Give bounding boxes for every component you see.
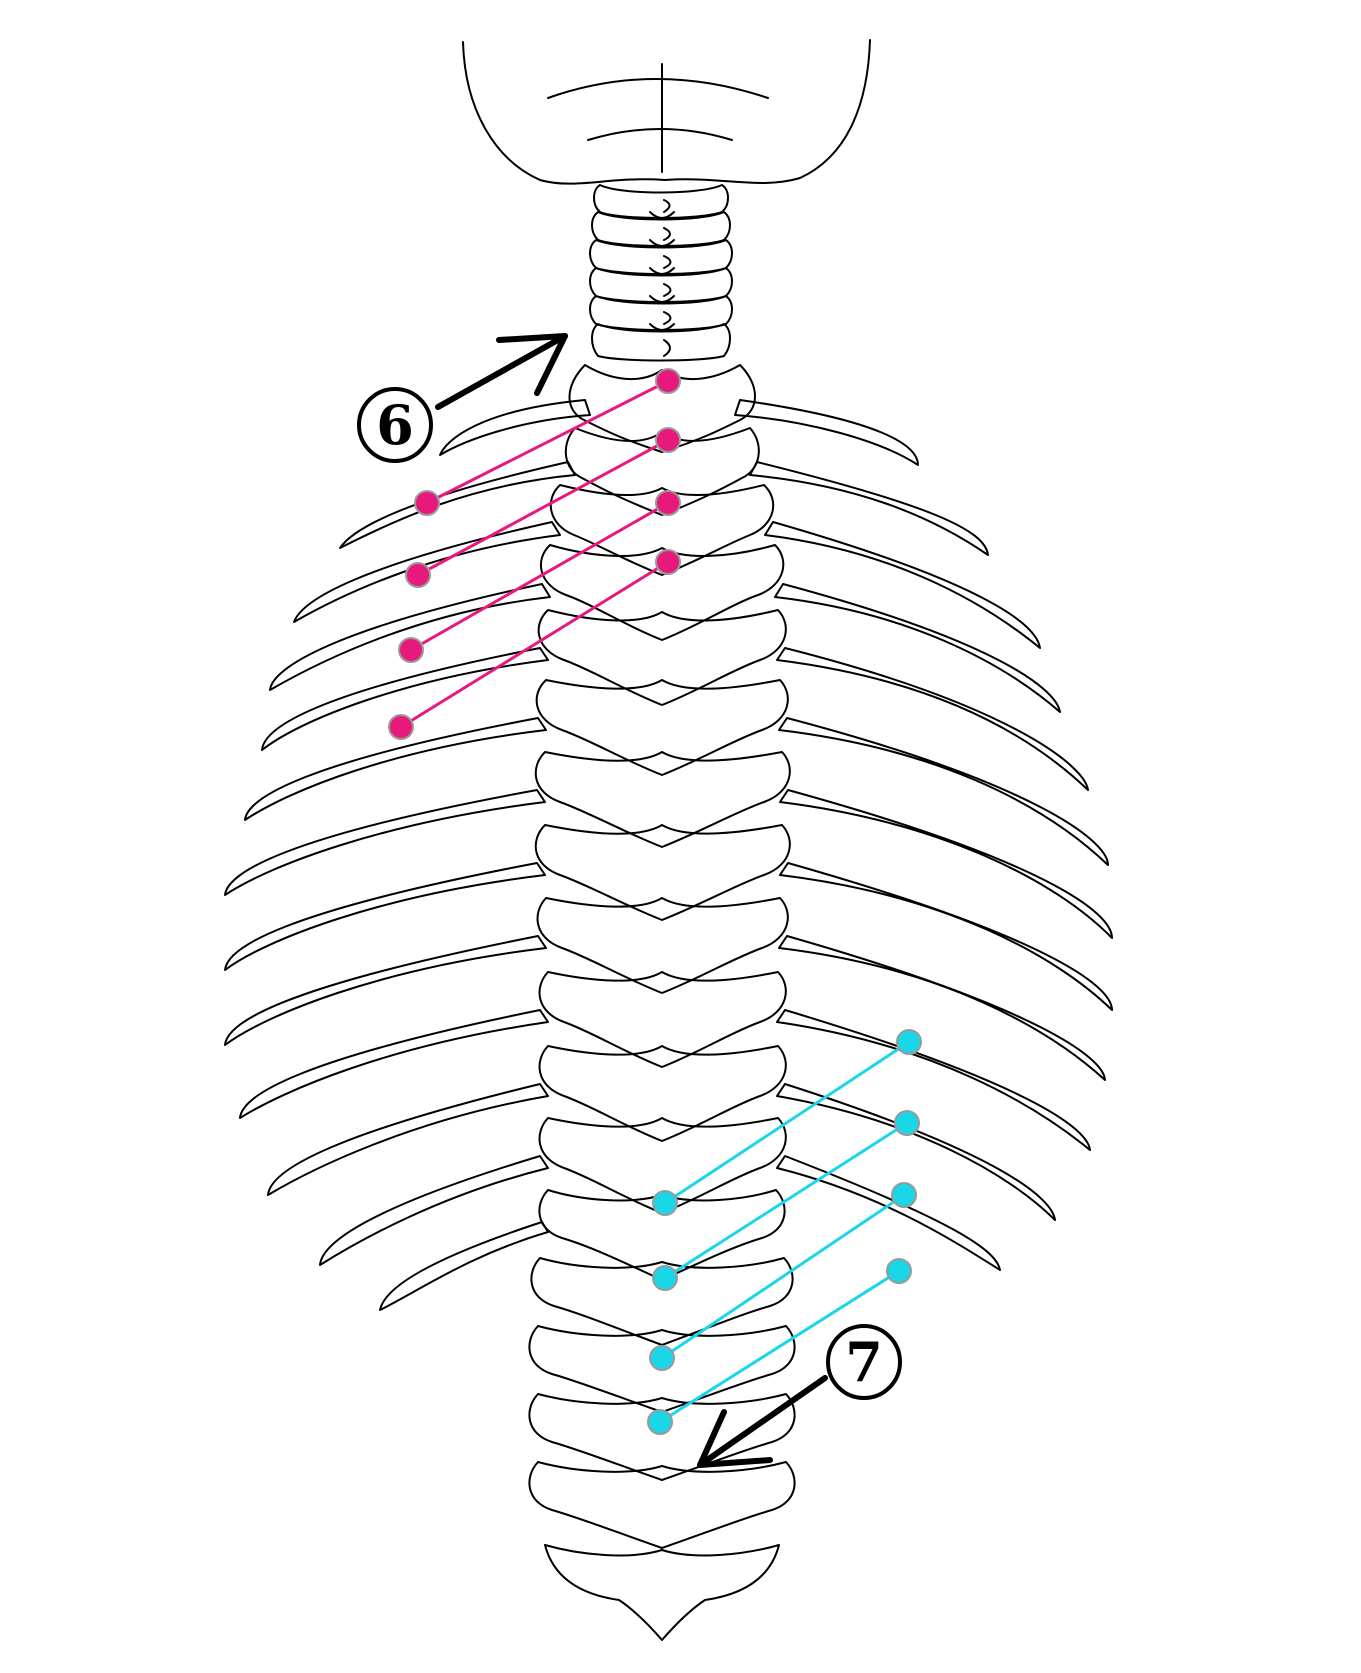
marker-6-label: 6 xyxy=(376,393,414,457)
upper-line-4 xyxy=(400,560,669,729)
upper-connector-lines xyxy=(388,368,681,740)
upper-line-1 xyxy=(426,379,669,505)
upper-dot xyxy=(405,562,431,588)
upper-line-3 xyxy=(410,501,669,652)
arrow-6-head-icon xyxy=(496,333,568,396)
arrow-7-shaft xyxy=(697,1375,828,1468)
lower-dot xyxy=(649,1345,675,1371)
marker-7: 7 xyxy=(697,1324,902,1468)
left-ribs xyxy=(224,399,591,1311)
lower-dot xyxy=(891,1182,917,1208)
lower-dot xyxy=(894,1110,920,1136)
upper-dot xyxy=(398,637,424,663)
lower-line-3 xyxy=(661,1193,905,1360)
thoracic-vertebrae xyxy=(534,364,791,1214)
upper-dot xyxy=(655,427,681,453)
lower-line-1 xyxy=(664,1040,910,1205)
skull-base xyxy=(462,39,871,185)
arrow-7-head-icon xyxy=(697,1409,773,1468)
lower-dot xyxy=(896,1029,922,1055)
upper-dot xyxy=(655,490,681,516)
lower-connector-lines xyxy=(647,1029,922,1435)
right-ribs xyxy=(734,399,1113,1271)
marker-7-circle xyxy=(826,1324,902,1400)
cervical-vertebrae xyxy=(589,184,733,362)
upper-line-2 xyxy=(417,438,669,577)
marker-7-label: 7 xyxy=(845,1330,883,1394)
upper-dot xyxy=(414,490,440,516)
lumbar-vertebrae xyxy=(528,1189,796,1641)
lower-dot xyxy=(647,1409,673,1435)
lower-line-2 xyxy=(664,1121,908,1280)
lower-dot xyxy=(652,1190,678,1216)
lower-line-4 xyxy=(659,1269,900,1424)
lower-dot xyxy=(652,1265,678,1291)
upper-dot xyxy=(655,549,681,575)
arrow-6-shaft xyxy=(435,333,568,410)
lower-dot xyxy=(886,1258,912,1284)
marker-6: 6 xyxy=(357,333,568,463)
upper-dot xyxy=(388,714,414,740)
marker-6-circle xyxy=(357,387,433,463)
upper-dot xyxy=(655,368,681,394)
